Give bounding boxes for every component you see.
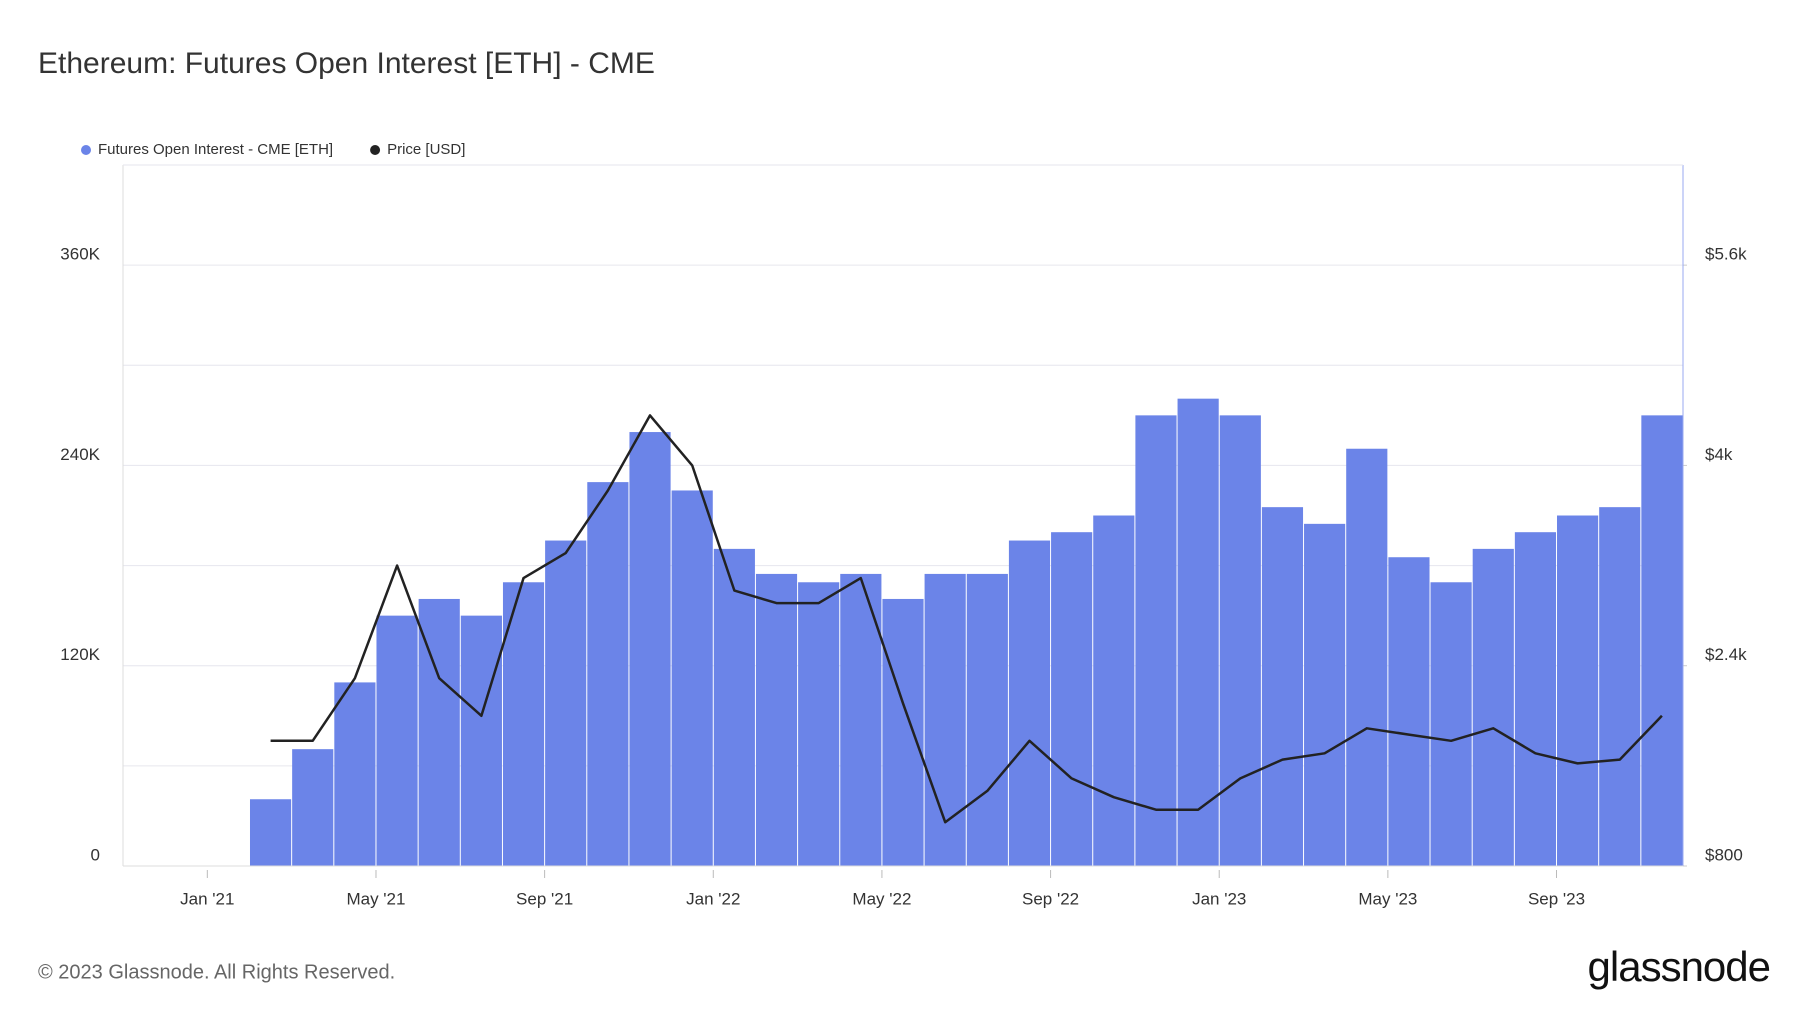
bar bbox=[460, 615, 502, 866]
bar bbox=[1430, 582, 1472, 866]
y2-tick-label: $4k bbox=[1705, 445, 1733, 464]
bar bbox=[545, 540, 587, 866]
bar bbox=[292, 749, 334, 866]
bar bbox=[1641, 415, 1683, 866]
legend-marker bbox=[370, 145, 381, 155]
y2-tick-label: $5.6k bbox=[1705, 245, 1747, 264]
x-tick-label: Jan '22 bbox=[686, 889, 740, 908]
y-tick-label: 240K bbox=[60, 445, 100, 464]
bar bbox=[1514, 532, 1557, 866]
legend-label: Futures Open Interest - CME [ETH] bbox=[98, 141, 333, 158]
footer: © 2023 Glassnode. All Rights Reserved. bbox=[38, 961, 395, 983]
bar bbox=[1388, 557, 1430, 866]
x-tick-label: Sep '21 bbox=[516, 889, 573, 908]
legend-label: Price [USD] bbox=[387, 141, 465, 158]
bar bbox=[1261, 507, 1304, 866]
bar bbox=[1346, 448, 1388, 866]
bar bbox=[1008, 540, 1051, 866]
x-tick-label: Jan '21 bbox=[180, 889, 234, 908]
x-tick-label: May '23 bbox=[1358, 889, 1417, 908]
bar bbox=[1093, 515, 1135, 866]
x-tick-label: Sep '22 bbox=[1022, 889, 1079, 908]
bar bbox=[1135, 415, 1177, 866]
bar bbox=[755, 573, 798, 866]
bar bbox=[1472, 548, 1514, 866]
bar bbox=[1599, 507, 1641, 866]
bar bbox=[376, 615, 418, 866]
bar bbox=[1219, 415, 1261, 866]
bar bbox=[249, 799, 292, 866]
y2-tick-label: $800 bbox=[1705, 845, 1743, 864]
legend-marker bbox=[81, 145, 91, 155]
x-tick-label: May '21 bbox=[346, 889, 405, 908]
x-tick-label: Jan '23 bbox=[1192, 889, 1246, 908]
bar bbox=[966, 573, 1008, 866]
price-line bbox=[270, 414, 1663, 824]
x-tick-label: May '22 bbox=[852, 889, 911, 908]
bar bbox=[924, 573, 966, 866]
y-tick-label: 0 bbox=[91, 845, 100, 864]
bar bbox=[1051, 532, 1093, 866]
bar bbox=[629, 432, 671, 866]
y2-tick-label: $2.4k bbox=[1705, 645, 1747, 664]
x-tick-label: Sep '23 bbox=[1528, 889, 1585, 908]
bar bbox=[1557, 515, 1599, 866]
bar bbox=[502, 582, 545, 866]
bar bbox=[713, 548, 755, 866]
bar bbox=[798, 582, 840, 866]
bar bbox=[1177, 398, 1219, 866]
bar bbox=[587, 482, 629, 866]
bar bbox=[1304, 523, 1346, 866]
y-tick-label: 120K bbox=[60, 645, 100, 664]
bar bbox=[334, 682, 376, 866]
brand-logo: glassnode bbox=[1588, 943, 1770, 990]
chart-title: Ethereum: Futures Open Interest [ETH] - … bbox=[38, 47, 655, 80]
bar bbox=[882, 598, 924, 866]
bar bbox=[671, 490, 713, 866]
y-tick-label: 360K bbox=[60, 245, 100, 264]
